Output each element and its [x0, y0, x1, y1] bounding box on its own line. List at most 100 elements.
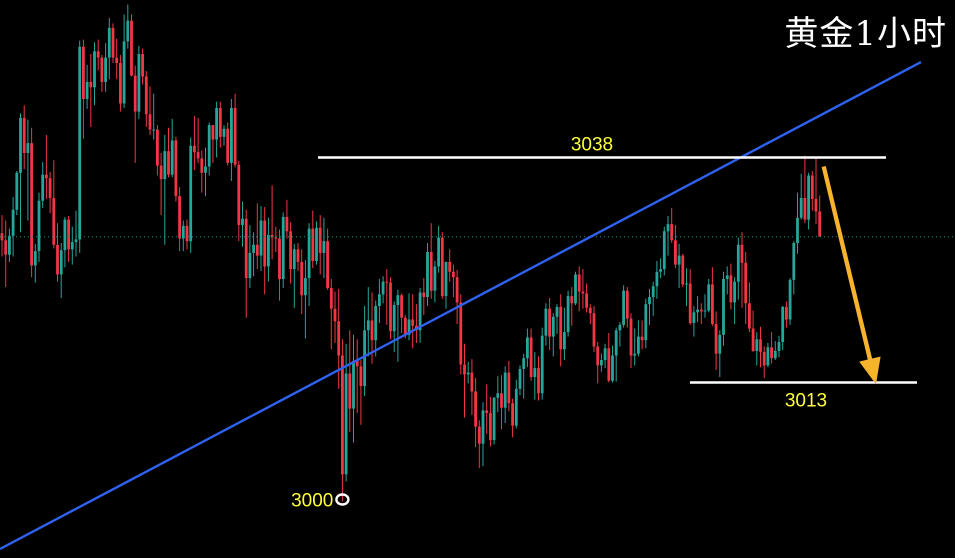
- candle-body: [563, 332, 566, 350]
- candle-body: [433, 266, 437, 291]
- candle-body: [22, 117, 26, 153]
- candle-body: [522, 358, 526, 369]
- candle-body: [255, 244, 259, 256]
- candle-body: [252, 244, 255, 253]
- candle-body: [773, 351, 777, 359]
- candle-body: [648, 297, 651, 305]
- candle-body: [193, 145, 196, 153]
- candle-body: [418, 292, 422, 331]
- candle-body: [237, 164, 241, 225]
- candle-body: [378, 294, 381, 306]
- candle-body: [89, 81, 93, 88]
- candle-body: [244, 218, 248, 279]
- candle-body: [452, 271, 455, 278]
- candle-body: [810, 175, 814, 199]
- candle-body: [792, 243, 796, 280]
- candle-body: [574, 274, 577, 304]
- candle-body: [511, 403, 514, 426]
- candle-body: [374, 306, 378, 341]
- candle-body: [74, 239, 78, 243]
- candle-body: [699, 309, 703, 312]
- candle-body: [241, 218, 244, 225]
- candle-body: [107, 27, 111, 58]
- candle-body: [156, 129, 159, 166]
- candle-body: [41, 174, 45, 201]
- candle-body: [818, 211, 822, 237]
- candle-body: [19, 117, 22, 173]
- candle-body: [611, 355, 614, 381]
- candle-body: [119, 63, 122, 104]
- candle-body: [370, 320, 374, 341]
- candle-body: [0, 233, 4, 241]
- candle-body: [725, 275, 729, 279]
- candle-body: [85, 81, 89, 99]
- candle-body: [496, 393, 500, 398]
- candle-body: [592, 313, 596, 347]
- candle-body: [426, 252, 429, 297]
- candle-body: [500, 393, 503, 408]
- candle-body: [600, 360, 603, 366]
- candle-body: [540, 335, 544, 394]
- candle-body: [174, 140, 178, 197]
- candle-body: [566, 296, 570, 333]
- candle-body: [607, 348, 611, 381]
- candle-body: [296, 249, 300, 262]
- candle-body: [33, 251, 37, 266]
- candle-body: [814, 198, 818, 212]
- projection-arrow: [821, 166, 881, 385]
- candle-body: [748, 303, 751, 329]
- resistance-label: 3038: [571, 135, 613, 156]
- candle-body: [711, 284, 714, 324]
- candle-body: [67, 219, 70, 250]
- candle-body: [222, 128, 226, 137]
- candle-body: [570, 296, 574, 304]
- candle-body: [341, 355, 344, 475]
- candle-body: [152, 129, 156, 131]
- candle-body: [285, 216, 289, 232]
- candle-body: [514, 388, 518, 426]
- candle-body: [681, 255, 685, 285]
- candle-body: [544, 308, 548, 336]
- candle-body: [63, 219, 67, 251]
- candle-body: [355, 360, 359, 367]
- candle-body: [644, 304, 648, 341]
- candle-body: [15, 172, 19, 210]
- candle-body: [463, 364, 466, 375]
- candle-body: [100, 57, 104, 82]
- candle-body: [259, 220, 263, 256]
- candle-body: [429, 252, 433, 291]
- candle-body: [178, 196, 181, 239]
- candle-body: [82, 46, 85, 99]
- candle-body: [185, 225, 189, 242]
- candle-body: [618, 324, 622, 331]
- candle-body: [440, 237, 444, 297]
- candle-body: [263, 220, 267, 267]
- candle-body: [585, 293, 588, 308]
- candle-body: [111, 27, 115, 58]
- candle-body: [200, 158, 204, 173]
- candle-body: [674, 240, 677, 265]
- candle-body: [633, 353, 637, 356]
- candle-body: [459, 302, 463, 365]
- candle-body: [30, 143, 33, 266]
- candle-body: [115, 57, 119, 63]
- candle-body: [588, 307, 592, 314]
- candle-body: [662, 231, 666, 270]
- candle-body: [11, 209, 15, 236]
- candle-body: [670, 224, 674, 241]
- chart-title: 黄金1小时: [784, 14, 947, 54]
- candle-body: [492, 397, 496, 441]
- candle-body: [274, 237, 278, 239]
- candle-body: [622, 290, 625, 325]
- candle-body: [207, 125, 211, 167]
- candle-body: [211, 125, 215, 140]
- candle-body: [70, 242, 74, 250]
- candle-body: [770, 347, 773, 359]
- candle-body: [466, 372, 470, 375]
- candle-body: [596, 346, 600, 366]
- support-label: 3013: [785, 391, 827, 412]
- candle-body: [403, 317, 407, 335]
- candle-body: [215, 108, 218, 140]
- candle-body: [733, 281, 736, 303]
